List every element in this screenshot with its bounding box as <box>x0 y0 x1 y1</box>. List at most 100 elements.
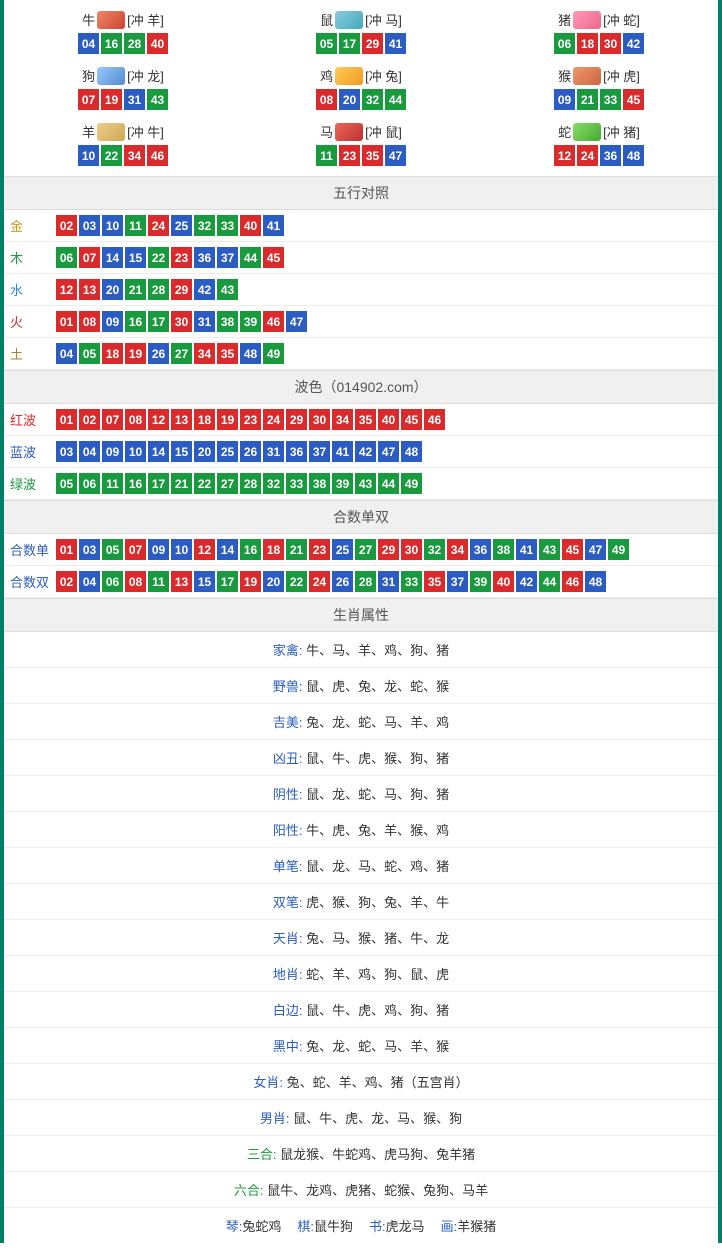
zodiac-balls: 09213345 <box>554 89 644 110</box>
number-ball: 42 <box>516 571 537 592</box>
attr-row: 双笔: 虎、猴、狗、兔、羊、牛 <box>4 884 718 920</box>
attr-key: 六合: <box>234 1183 267 1198</box>
number-ball: 46 <box>562 571 583 592</box>
zodiac-animal-icon <box>335 11 363 29</box>
zodiac-cell: 鼠[冲 马]05172941 <box>242 4 480 60</box>
zodiac-animal-icon <box>573 11 601 29</box>
number-ball: 18 <box>102 343 123 364</box>
attr-key: 野兽: <box>273 679 306 694</box>
bottom-seg: 棋:鼠牛狗 <box>297 1219 353 1234</box>
attr-value: 兔、马、猴、猪、牛、龙 <box>306 931 449 946</box>
number-ball: 04 <box>79 441 100 462</box>
number-ball: 40 <box>147 33 168 54</box>
number-ball: 04 <box>78 33 99 54</box>
attr-value: 兔、蛇、羊、鸡、猪（五宫肖） <box>287 1075 469 1090</box>
number-ball: 13 <box>79 279 100 300</box>
category-label: 蓝波 <box>10 442 56 461</box>
category-label: 合数单 <box>10 540 56 559</box>
zodiac-title: 牛[冲 羊] <box>4 10 242 29</box>
attr-value: 鼠、虎、兔、龙、蛇、猴 <box>306 679 449 694</box>
zodiac-balls: 06183042 <box>554 33 644 54</box>
number-ball: 28 <box>355 571 376 592</box>
attr-value: 鼠、龙、马、蛇、鸡、猪 <box>306 859 449 874</box>
number-ball: 35 <box>355 409 376 430</box>
zodiac-name: 鼠 <box>320 10 333 29</box>
number-ball: 08 <box>79 311 100 332</box>
zodiac-name: 狗 <box>82 66 95 85</box>
category-label: 火 <box>10 312 56 331</box>
number-ball: 21 <box>577 89 598 110</box>
shengxiao-header: 生肖属性 <box>4 598 718 632</box>
category-row: 木06071415222336374445 <box>4 242 718 274</box>
number-ball: 45 <box>401 409 422 430</box>
category-balls: 0102070812131819232429303435404546 <box>56 409 445 430</box>
number-ball: 34 <box>194 343 215 364</box>
number-ball: 44 <box>539 571 560 592</box>
heshu-header: 合数单双 <box>4 500 718 534</box>
category-label: 土 <box>10 344 56 363</box>
number-ball: 32 <box>194 215 215 236</box>
number-ball: 43 <box>539 539 560 560</box>
category-balls: 02031011242532334041 <box>56 215 284 236</box>
number-ball: 07 <box>125 539 146 560</box>
category-label: 金 <box>10 216 56 235</box>
category-balls: 0103050709101214161821232527293032343638… <box>56 539 629 560</box>
attr-value: 牛、马、羊、鸡、狗、猪 <box>306 643 449 658</box>
number-ball: 18 <box>263 539 284 560</box>
bottom-key: 书: <box>369 1219 386 1234</box>
number-ball: 08 <box>316 89 337 110</box>
number-ball: 04 <box>56 343 77 364</box>
number-ball: 17 <box>148 311 169 332</box>
number-ball: 46 <box>263 311 284 332</box>
zodiac-balls: 05172941 <box>316 33 406 54</box>
number-ball: 13 <box>171 409 192 430</box>
number-ball: 47 <box>385 145 406 166</box>
category-row: 水1213202128294243 <box>4 274 718 306</box>
number-ball: 16 <box>125 311 146 332</box>
number-ball: 46 <box>147 145 168 166</box>
number-ball: 32 <box>424 539 445 560</box>
attr-row: 地肖: 蛇、羊、鸡、狗、鼠、虎 <box>4 956 718 992</box>
zodiac-title: 狗[冲 龙] <box>4 66 242 85</box>
category-balls: 04051819262734354849 <box>56 343 284 364</box>
zodiac-cell: 马[冲 鼠]11233547 <box>242 116 480 172</box>
number-ball: 21 <box>125 279 146 300</box>
attr-value: 兔、龙、蛇、马、羊、猴 <box>306 1039 449 1054</box>
attr-value: 虎、猴、狗、兔、羊、牛 <box>306 895 449 910</box>
shengxiao-attr-table: 家禽: 牛、马、羊、鸡、狗、猪野兽: 鼠、虎、兔、龙、蛇、猴吉美: 兔、龙、蛇、… <box>4 632 718 1208</box>
number-ball: 47 <box>585 539 606 560</box>
zodiac-cell: 鸡[冲 兔]08203244 <box>242 60 480 116</box>
number-ball: 09 <box>554 89 575 110</box>
category-balls: 1213202128294243 <box>56 279 238 300</box>
zodiac-grid: 牛[冲 羊]04162840鼠[冲 马]05172941猪[冲 蛇]061830… <box>4 0 718 176</box>
number-ball: 49 <box>263 343 284 364</box>
attr-row: 六合: 鼠牛、龙鸡、虎猪、蛇猴、兔狗、马羊 <box>4 1172 718 1208</box>
number-ball: 48 <box>585 571 606 592</box>
number-ball: 27 <box>355 539 376 560</box>
number-ball: 30 <box>401 539 422 560</box>
attr-value: 鼠龙猴、牛蛇鸡、虎马狗、兔羊猪 <box>280 1147 475 1162</box>
zodiac-animal-icon <box>97 67 125 85</box>
number-ball: 19 <box>101 89 122 110</box>
number-ball: 28 <box>148 279 169 300</box>
bottom-seg: 画:羊猴猪 <box>441 1219 497 1234</box>
number-ball: 13 <box>171 571 192 592</box>
number-ball: 09 <box>148 539 169 560</box>
number-ball: 20 <box>102 279 123 300</box>
number-ball: 16 <box>101 33 122 54</box>
bottom-value: 羊猴猪 <box>457 1219 496 1234</box>
zodiac-balls: 12243648 <box>554 145 644 166</box>
number-ball: 18 <box>577 33 598 54</box>
number-ball: 49 <box>401 473 422 494</box>
number-ball: 08 <box>125 571 146 592</box>
attr-value: 牛、虎、兔、羊、猴、鸡 <box>306 823 449 838</box>
zodiac-clash: [冲 羊] <box>127 10 164 29</box>
number-ball: 39 <box>332 473 353 494</box>
number-ball: 33 <box>401 571 422 592</box>
number-ball: 41 <box>385 33 406 54</box>
number-ball: 37 <box>447 571 468 592</box>
number-ball: 18 <box>194 409 215 430</box>
number-ball: 30 <box>171 311 192 332</box>
zodiac-cell: 羊[冲 牛]10223446 <box>4 116 242 172</box>
number-ball: 41 <box>263 215 284 236</box>
